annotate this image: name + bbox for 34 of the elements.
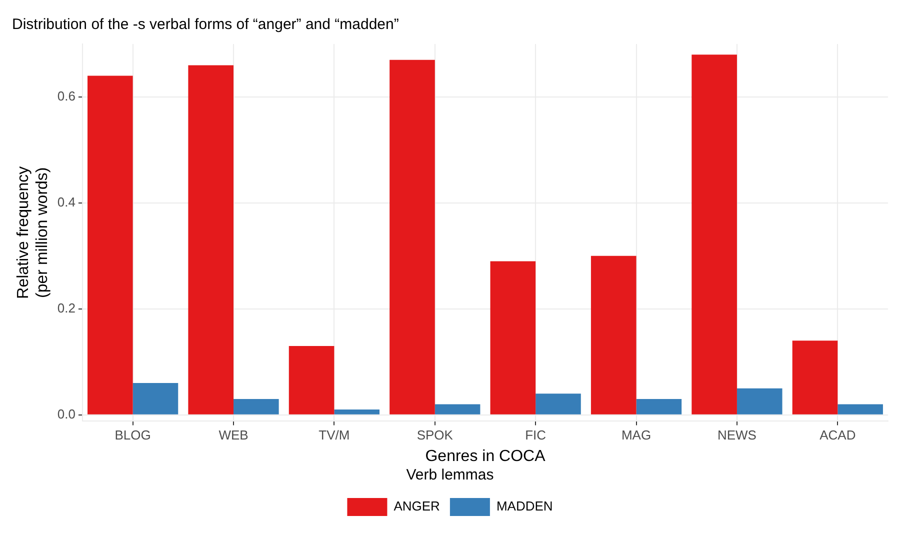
bar	[692, 54, 737, 414]
x-axis-title: Genres in COCA	[425, 448, 546, 465]
y-tick-label: 0.4	[57, 194, 76, 210]
bar	[536, 394, 581, 414]
bar	[234, 398, 279, 414]
bar	[792, 340, 838, 414]
x-tick-label: SPOK	[416, 428, 454, 443]
legend-label: MADDEN	[496, 498, 553, 514]
y-tick-label: 0.6	[57, 88, 76, 104]
legend-title: Verb lemmas	[406, 466, 494, 484]
bar	[838, 404, 883, 414]
y-tick-label: 0.0	[57, 406, 76, 422]
legend-label: ANGER	[394, 498, 440, 514]
bar	[490, 261, 536, 414]
x-tick-label: NEWS	[717, 428, 757, 443]
bar	[434, 404, 480, 414]
x-tick-label: BLOG	[114, 428, 151, 443]
bar	[288, 346, 334, 414]
bar	[390, 60, 435, 414]
bar	[334, 410, 380, 414]
bar	[590, 256, 636, 414]
bar	[636, 398, 682, 414]
x-tick-label: MAG	[621, 428, 652, 443]
y-axis-title: Relative frequency (per million words)	[15, 166, 52, 299]
chart-title: Distribution of the -s verbal forms of “anger” and “madden”	[12, 16, 399, 34]
bar	[188, 65, 234, 414]
x-tick-label: TV/M	[318, 428, 350, 443]
bar	[132, 383, 178, 414]
bar	[736, 388, 782, 414]
x-tick-label: ACAD	[820, 428, 856, 443]
bar	[88, 76, 133, 414]
y-tick-label: 0.2	[57, 300, 76, 316]
x-tick-label: WEB	[218, 428, 248, 443]
x-tick-label: FIC	[525, 428, 546, 443]
